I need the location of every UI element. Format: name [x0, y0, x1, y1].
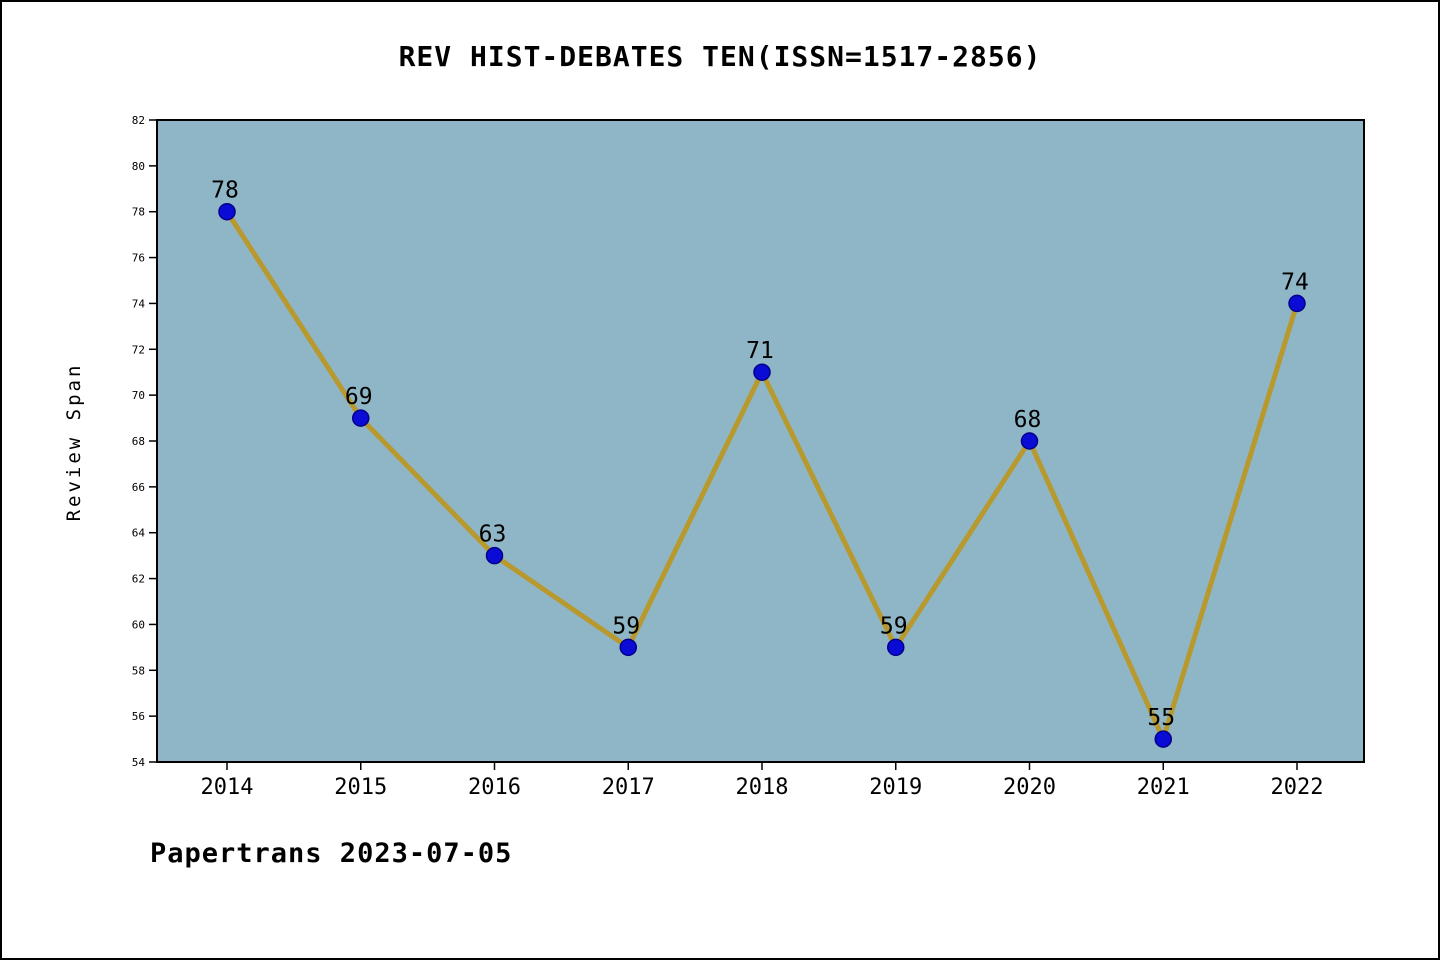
y-tick-label: 66: [132, 481, 145, 494]
point-label: 59: [880, 613, 908, 639]
x-tick-label: 2022: [1271, 775, 1324, 800]
plot-area: [156, 119, 1365, 763]
point-label: 55: [1147, 705, 1175, 731]
x-tick-label: 2016: [468, 775, 521, 800]
data-point: [1288, 294, 1306, 313]
data-point: [619, 638, 637, 657]
point-label: 63: [479, 522, 507, 548]
y-tick-label: 60: [132, 618, 145, 631]
data-point: [887, 638, 905, 657]
x-tick-label: 2018: [736, 775, 789, 800]
data-point: [218, 202, 236, 221]
x-tick-label: 2020: [1003, 775, 1056, 800]
y-tick-label: 70: [132, 389, 145, 402]
point-label: 71: [746, 338, 774, 364]
point-label: 68: [1014, 407, 1042, 433]
y-tick-label: 78: [132, 206, 145, 219]
x-tick-label: 2017: [602, 775, 655, 800]
x-tick-label: 2015: [334, 775, 387, 800]
data-point: [753, 363, 771, 381]
y-tick-label: 80: [132, 160, 145, 173]
point-label: 74: [1281, 269, 1309, 295]
point-label: 59: [612, 613, 640, 639]
x-tick-label: 2014: [201, 775, 254, 800]
data-point: [485, 546, 504, 565]
y-tick-label: 74: [132, 297, 146, 310]
y-tick-label: 82: [132, 114, 145, 127]
y-tick-label: 76: [132, 252, 145, 265]
data-point: [1020, 432, 1039, 450]
y-tick-label: 54: [132, 756, 146, 769]
y-axis-label: Review Span: [63, 363, 85, 522]
y-tick-label: 72: [132, 343, 145, 356]
y-tick-label: 56: [132, 710, 145, 723]
y-tick-label: 68: [132, 435, 145, 448]
point-label: 69: [345, 384, 373, 410]
y-tick-label: 62: [132, 573, 145, 586]
chart-title: REV HIST-DEBATES TEN(ISSN=1517-2856): [398, 40, 1042, 73]
y-tick-label: 58: [132, 664, 145, 677]
x-tick-label: 2019: [869, 775, 922, 800]
x-tick-label: 2021: [1137, 775, 1190, 800]
y-tick-label: 64: [132, 527, 146, 540]
point-label: 78: [211, 178, 239, 204]
data-point: [352, 409, 370, 427]
watermark-text: Papertrans 2023-07-05: [150, 838, 513, 869]
data-point: [1154, 730, 1172, 748]
